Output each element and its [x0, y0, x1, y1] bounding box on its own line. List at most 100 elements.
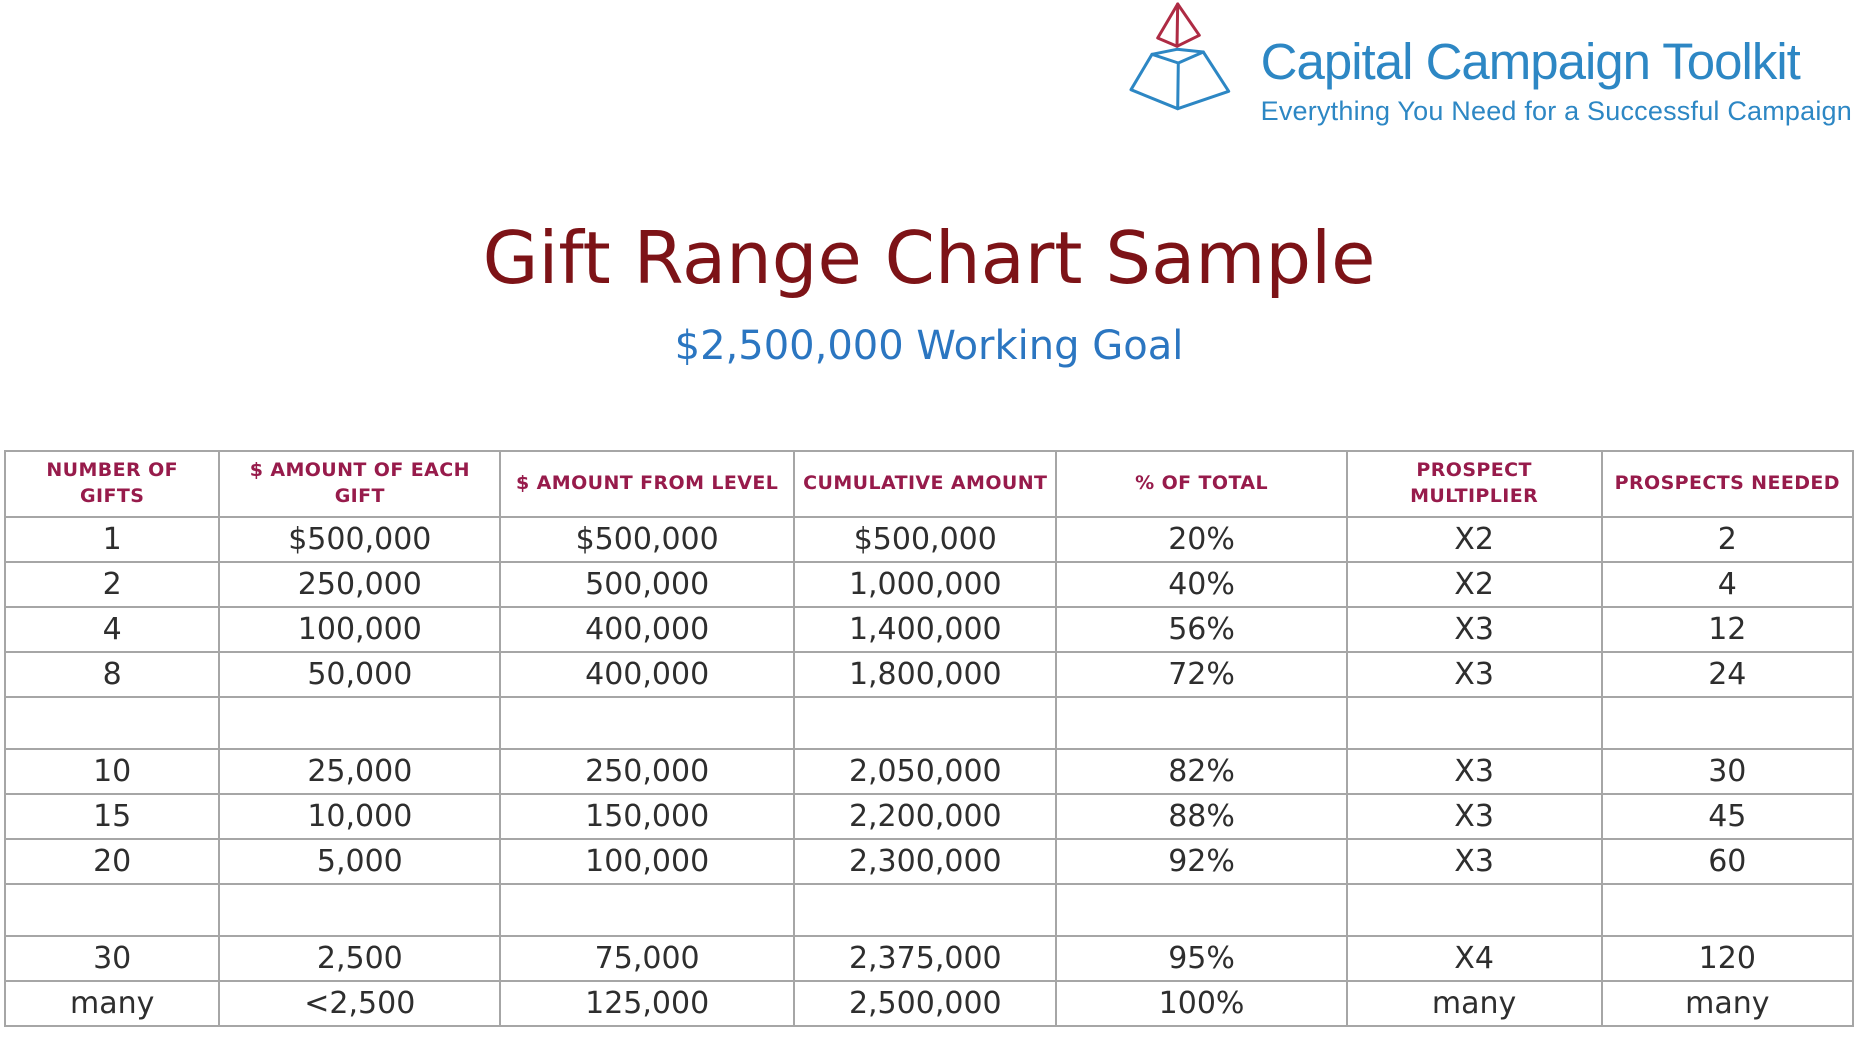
brand-tagline: Everything You Need for a Successful Cam…	[1260, 96, 1852, 127]
table-cell: 88%	[1055, 793, 1348, 840]
column-header: $ AMOUNT OF EACH GIFT	[218, 450, 502, 518]
table-cell: 95%	[1055, 935, 1348, 982]
table-cell: 30	[1600, 748, 1855, 795]
table-cell: 1	[3, 516, 221, 563]
table-cell: 4	[1600, 561, 1855, 608]
table-cell: 5,000	[218, 838, 502, 885]
table-cell	[499, 696, 796, 750]
table-cell	[499, 883, 796, 937]
table-cell	[1345, 696, 1603, 750]
table-cell: 15	[3, 793, 221, 840]
table-row: 20 5,000 100,000 2,300,000 92% X3 60	[3, 838, 1855, 885]
table-cell: many	[1345, 980, 1603, 1027]
logo-header: Capital Campaign Toolkit Everything You …	[0, 0, 1858, 152]
table-cell	[1055, 696, 1348, 750]
table-cell: 100,000	[499, 838, 796, 885]
table-cell	[3, 883, 221, 937]
table-cell: 92%	[1055, 838, 1348, 885]
table-cell	[1600, 696, 1855, 750]
column-header: PROSPECT MULTIPLIER	[1345, 450, 1603, 518]
table-cell: 400,000	[499, 651, 796, 698]
table-cell	[1345, 883, 1603, 937]
table-cell: X3	[1345, 793, 1603, 840]
table-cell: 8	[3, 651, 221, 698]
table-cell: X3	[1345, 651, 1603, 698]
column-header: CUMULATIVE AMOUNT	[793, 450, 1058, 518]
table-cell: 100%	[1055, 980, 1348, 1027]
table-cell: 2,050,000	[793, 748, 1058, 795]
table-cell: X4	[1345, 935, 1603, 982]
table-cell: 100,000	[218, 606, 502, 653]
table-cell: X3	[1345, 606, 1603, 653]
table-cell: 56%	[1055, 606, 1348, 653]
table-cell: 250,000	[218, 561, 502, 608]
table-cell: 45	[1600, 793, 1855, 840]
table-cell: $500,000	[793, 516, 1058, 563]
table-row: 2 250,000 500,000 1,000,000 40% X2 4	[3, 561, 1855, 608]
table-cell	[793, 883, 1058, 937]
table-cell: 40%	[1055, 561, 1348, 608]
table-cell: 10,000	[218, 793, 502, 840]
table-row: 1 $500,000 $500,000 $500,000 20% X2 2	[3, 516, 1855, 563]
page-title: Gift Range Chart Sample	[482, 216, 1376, 300]
table-cell: many	[3, 980, 221, 1027]
table-cell: 250,000	[499, 748, 796, 795]
table-cell	[1055, 883, 1348, 937]
table-cell	[1600, 883, 1855, 937]
table-cell: X3	[1345, 748, 1603, 795]
table-cell: 30	[3, 935, 221, 982]
table-cell: X3	[1345, 838, 1603, 885]
table-cell: 2	[1600, 516, 1855, 563]
column-header: % OF TOTAL	[1055, 450, 1348, 518]
table-cell: 4	[3, 606, 221, 653]
table-cell: 2,375,000	[793, 935, 1058, 982]
table-cell: 2,500	[218, 935, 502, 982]
table-row-empty	[3, 883, 1855, 937]
column-header: $ AMOUNT FROM LEVEL	[499, 450, 796, 518]
table-cell: 10	[3, 748, 221, 795]
table-cell: X2	[1345, 516, 1603, 563]
table-cell: 1,400,000	[793, 606, 1058, 653]
table-header-row: NUMBER OF GIFTS $ AMOUNT OF EACH GIFT $ AM…	[3, 450, 1855, 518]
gift-table-body: 1 $500,000 $500,000 $500,000 20% X2 2 2 250,000 5…	[3, 516, 1855, 1027]
table-row: many <2,500 125,000 2,500,000 100% many many	[3, 980, 1855, 1027]
gift-range-table: NUMBER OF GIFTS $ AMOUNT OF EACH GIFT $ AM…	[3, 450, 1855, 1027]
table-cell: 25,000	[218, 748, 502, 795]
table-cell: 2,200,000	[793, 793, 1058, 840]
table-cell: 120	[1600, 935, 1855, 982]
column-header: PROSPECTS NEEDED	[1600, 450, 1855, 518]
table-cell	[218, 696, 502, 750]
table-cell	[3, 696, 221, 750]
table-cell: 2	[3, 561, 221, 608]
brand-name: Capital Campaign Toolkit	[1260, 33, 1801, 90]
table-row: 10 25,000 250,000 2,050,000 82% X3 30	[3, 748, 1855, 795]
table-cell: <2,500	[218, 980, 502, 1027]
table-row: 8 50,000 400,000 1,800,000 72% X3 24	[3, 651, 1855, 698]
table-row: 4 100,000 400,000 1,400,000 56% X3 12	[3, 606, 1855, 653]
table-cell: $500,000	[218, 516, 502, 563]
table-cell: 150,000	[499, 793, 796, 840]
table-cell: 20	[3, 838, 221, 885]
table-cell: 2,500,000	[793, 980, 1058, 1027]
table-row: 15 10,000 150,000 2,200,000 88% X3 45	[3, 793, 1855, 840]
table-cell: 400,000	[499, 606, 796, 653]
table-cell: 60	[1600, 838, 1855, 885]
table-cell: X2	[1345, 561, 1603, 608]
page-subtitle: $2,500,000 Working Goal	[674, 323, 1184, 369]
table-row: 30 2,500 75,000 2,375,000 95% X4 120	[3, 935, 1855, 982]
table-cell: 82%	[1055, 748, 1348, 795]
table-cell: 1,800,000	[793, 651, 1058, 698]
table-cell: 12	[1600, 606, 1855, 653]
table-cell: 1,000,000	[793, 561, 1058, 608]
table-cell: 500,000	[499, 561, 796, 608]
capital-campaign-toolkit-logo: Capital Campaign Toolkit Everything You …	[1129, 2, 1852, 127]
table-cell: many	[1600, 980, 1855, 1027]
logo-text-block: Capital Campaign Toolkit Everything You …	[1261, 34, 1852, 127]
table-cell: 24	[1600, 651, 1855, 698]
table-cell	[793, 696, 1058, 750]
table-cell: 20%	[1055, 516, 1348, 563]
table-cell: $500,000	[499, 516, 796, 563]
table-cell: 2,300,000	[793, 838, 1058, 885]
table-cell: 125,000	[499, 980, 796, 1027]
pyramid-icon	[1129, 2, 1230, 111]
